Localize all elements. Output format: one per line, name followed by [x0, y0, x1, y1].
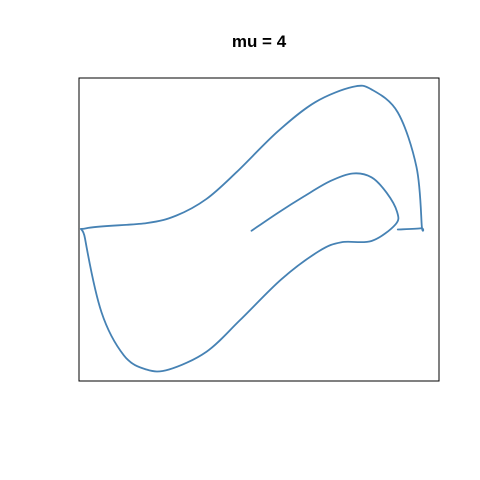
- trajectory-line-0: [79, 84, 425, 373]
- series-layer: [79, 84, 425, 373]
- chart-title: mu = 4: [232, 32, 287, 51]
- plot-frame: [78, 77, 440, 382]
